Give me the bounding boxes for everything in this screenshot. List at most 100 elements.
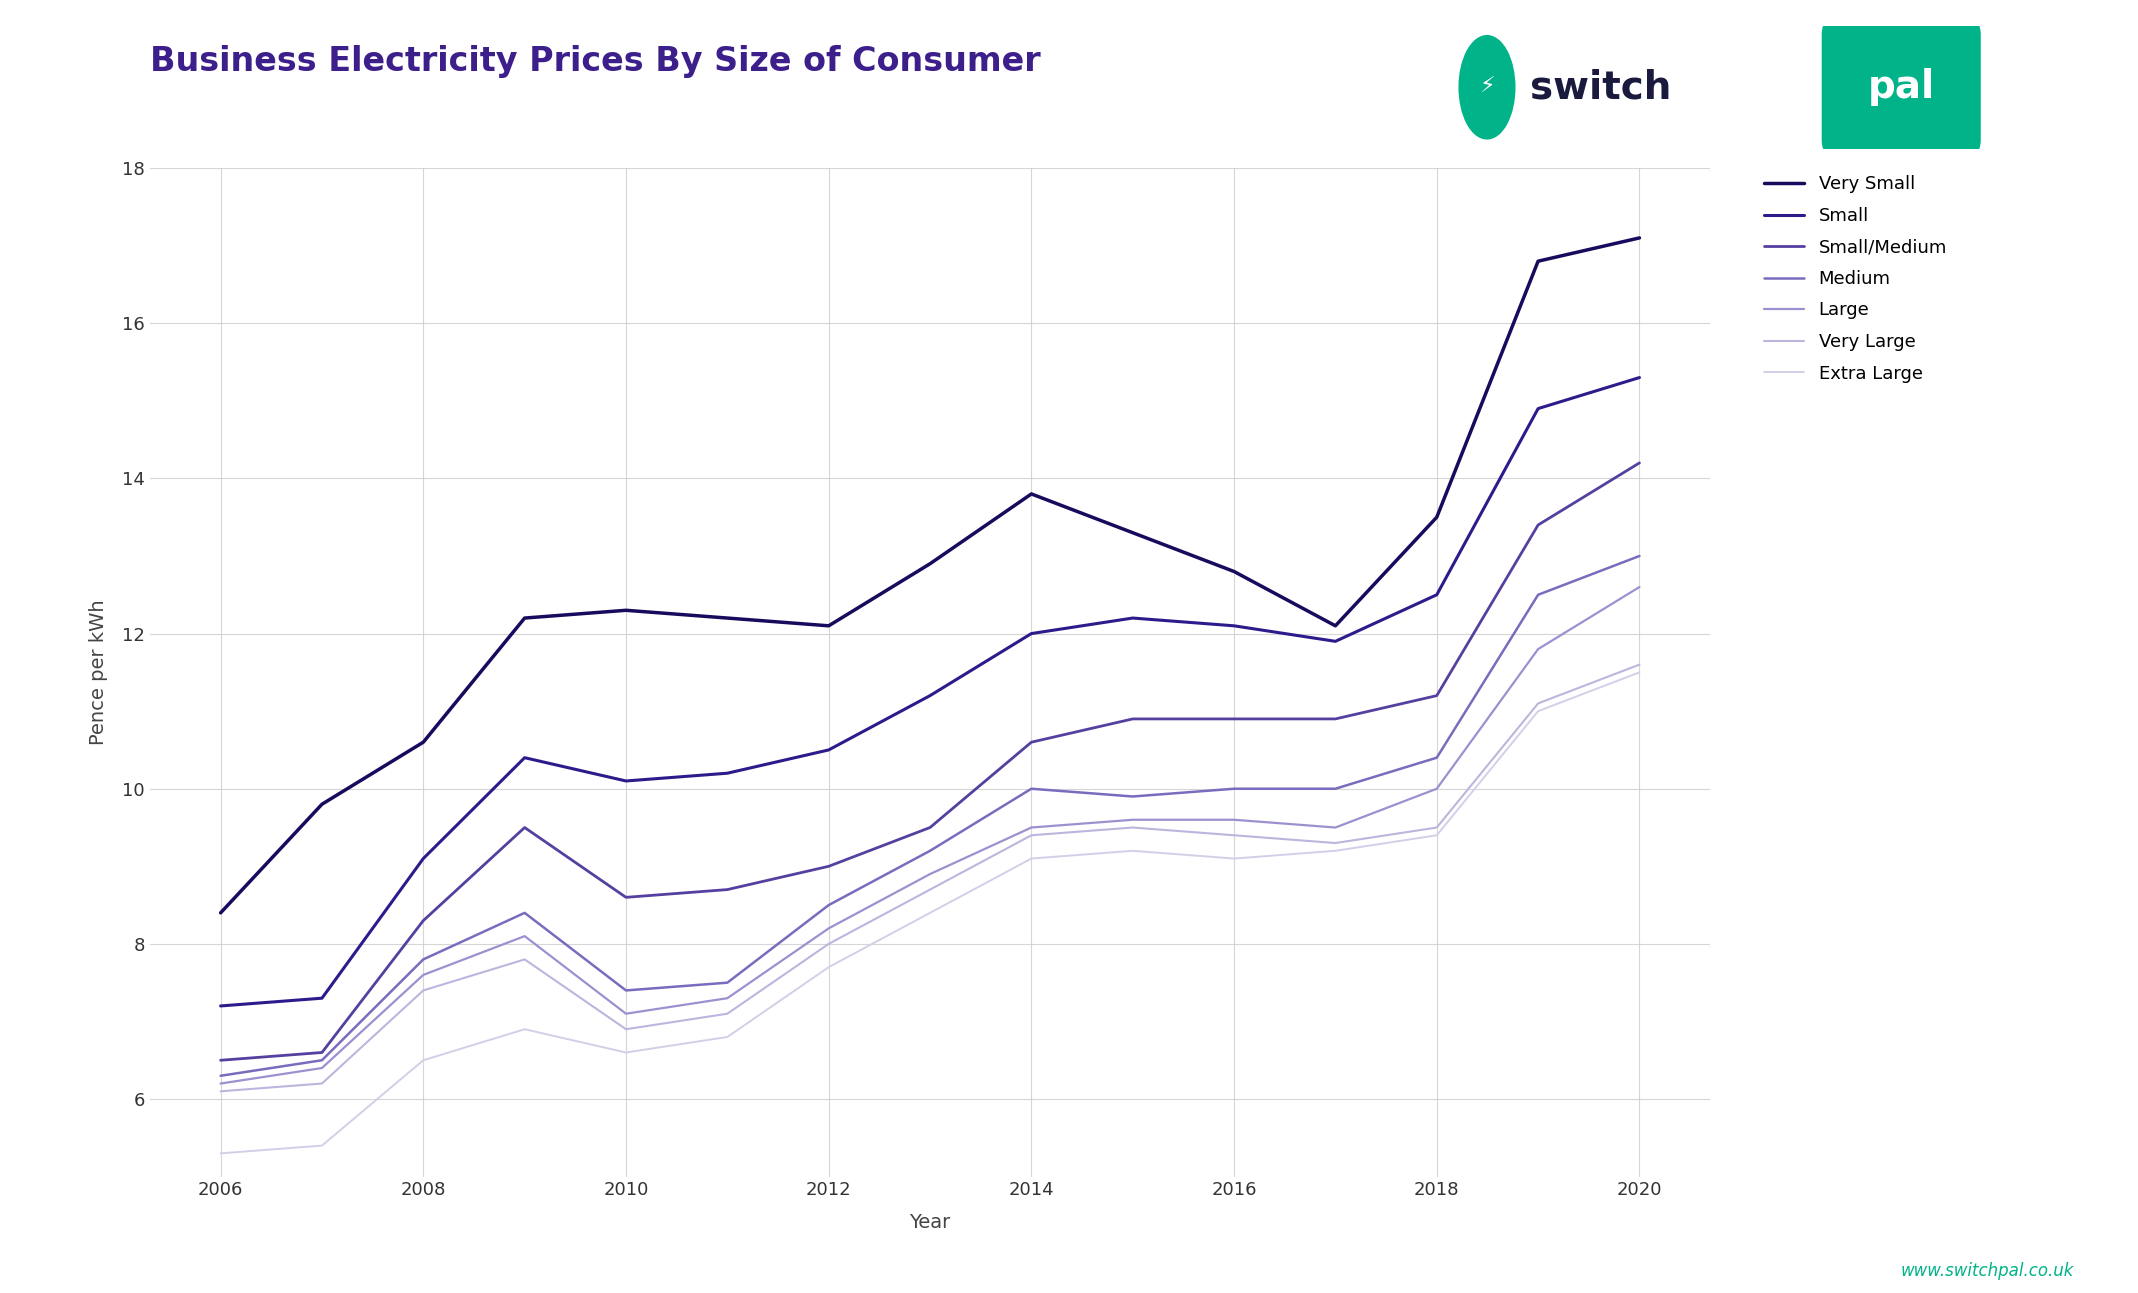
FancyBboxPatch shape xyxy=(1822,22,1980,153)
Line: Large: Large xyxy=(220,587,1640,1084)
Medium xyxy=(410,952,436,967)
Small xyxy=(917,688,943,703)
Small/Medium xyxy=(817,859,842,874)
Large xyxy=(1120,812,1146,828)
Very Small xyxy=(207,905,233,921)
Small xyxy=(410,851,436,866)
Extra Large xyxy=(1424,828,1450,843)
Very Large xyxy=(310,1076,336,1091)
Very Large xyxy=(917,882,943,897)
Small xyxy=(1018,626,1043,641)
Extra Large xyxy=(614,1045,639,1060)
Extra Large xyxy=(917,905,943,921)
Small/Medium xyxy=(1120,711,1146,727)
Small xyxy=(310,990,336,1006)
Large xyxy=(1018,820,1043,835)
Small xyxy=(511,750,537,765)
Extra Large xyxy=(1627,665,1653,680)
Small xyxy=(207,998,233,1014)
Small/Medium xyxy=(310,1045,336,1060)
Text: www.switchpal.co.uk: www.switchpal.co.uk xyxy=(1901,1262,2074,1280)
Y-axis label: Pence per kWh: Pence per kWh xyxy=(90,600,109,745)
Small/Medium xyxy=(1424,688,1450,703)
Small xyxy=(1323,634,1349,649)
Extra Large xyxy=(410,1053,436,1068)
Medium xyxy=(1524,587,1550,603)
Medium xyxy=(1323,781,1349,796)
Extra Large xyxy=(207,1146,233,1161)
Extra Large xyxy=(817,959,842,975)
Line: Small/Medium: Small/Medium xyxy=(220,463,1640,1060)
Small/Medium xyxy=(1323,711,1349,727)
Large xyxy=(1424,781,1450,796)
Extra Large xyxy=(1221,851,1246,866)
X-axis label: Year: Year xyxy=(909,1213,951,1232)
Text: pal: pal xyxy=(1869,69,1935,106)
Small/Medium xyxy=(207,1053,233,1068)
Very Small xyxy=(410,734,436,750)
Small xyxy=(1120,610,1146,626)
Very Large xyxy=(1120,820,1146,835)
Very Large xyxy=(410,983,436,998)
Small xyxy=(1424,587,1450,603)
Small xyxy=(1627,370,1653,385)
Very Large xyxy=(1221,828,1246,843)
Line: Small: Small xyxy=(220,378,1640,1006)
Large xyxy=(1221,812,1246,828)
Circle shape xyxy=(1458,36,1516,138)
Very Large xyxy=(817,936,842,952)
Medium xyxy=(917,843,943,859)
Very Small xyxy=(1424,509,1450,525)
Text: Business Electricity Prices By Size of Consumer: Business Electricity Prices By Size of C… xyxy=(150,44,1041,78)
Very Small xyxy=(614,603,639,618)
Large xyxy=(614,1006,639,1021)
Very Small xyxy=(1627,230,1653,246)
Extra Large xyxy=(1018,851,1043,866)
Small/Medium xyxy=(614,890,639,905)
Very Large xyxy=(1524,696,1550,711)
Medium xyxy=(1120,789,1146,804)
Text: switch: switch xyxy=(1531,69,1672,106)
Medium xyxy=(310,1053,336,1068)
Very Small xyxy=(917,556,943,572)
Large xyxy=(310,1060,336,1076)
Large xyxy=(1627,579,1653,595)
Line: Very Large: Very Large xyxy=(220,665,1640,1091)
Medium xyxy=(817,897,842,913)
Very Small xyxy=(1018,486,1043,502)
Very Large xyxy=(207,1084,233,1099)
Very Large xyxy=(1627,657,1653,672)
Line: Extra Large: Extra Large xyxy=(220,672,1640,1153)
Very Large xyxy=(1424,820,1450,835)
Very Small xyxy=(714,610,740,626)
Medium xyxy=(714,975,740,990)
Small xyxy=(817,742,842,758)
Medium xyxy=(1424,750,1450,765)
Very Small xyxy=(310,796,336,812)
Small xyxy=(714,765,740,781)
Medium xyxy=(1221,781,1246,796)
Large xyxy=(1524,641,1550,657)
Very Large xyxy=(1018,828,1043,843)
Very Large xyxy=(714,1006,740,1021)
Extra Large xyxy=(511,1021,537,1037)
Medium xyxy=(1018,781,1043,796)
Extra Large xyxy=(1120,843,1146,859)
Very Small xyxy=(511,610,537,626)
Very Large xyxy=(614,1021,639,1037)
Text: ⚡: ⚡ xyxy=(1479,78,1494,97)
Small/Medium xyxy=(917,820,943,835)
Small/Medium xyxy=(714,882,740,897)
Small xyxy=(1524,401,1550,416)
Large xyxy=(1323,820,1349,835)
Small/Medium xyxy=(1018,734,1043,750)
Medium xyxy=(614,983,639,998)
Extra Large xyxy=(1524,703,1550,719)
Very Small xyxy=(817,618,842,634)
Very Large xyxy=(1323,835,1349,851)
Medium xyxy=(511,905,537,921)
Line: Very Small: Very Small xyxy=(220,238,1640,913)
Legend: Very Small, Small, Small/Medium, Medium, Large, Very Large, Extra Large: Very Small, Small, Small/Medium, Medium,… xyxy=(1757,168,1954,389)
Medium xyxy=(1627,548,1653,564)
Large xyxy=(917,866,943,882)
